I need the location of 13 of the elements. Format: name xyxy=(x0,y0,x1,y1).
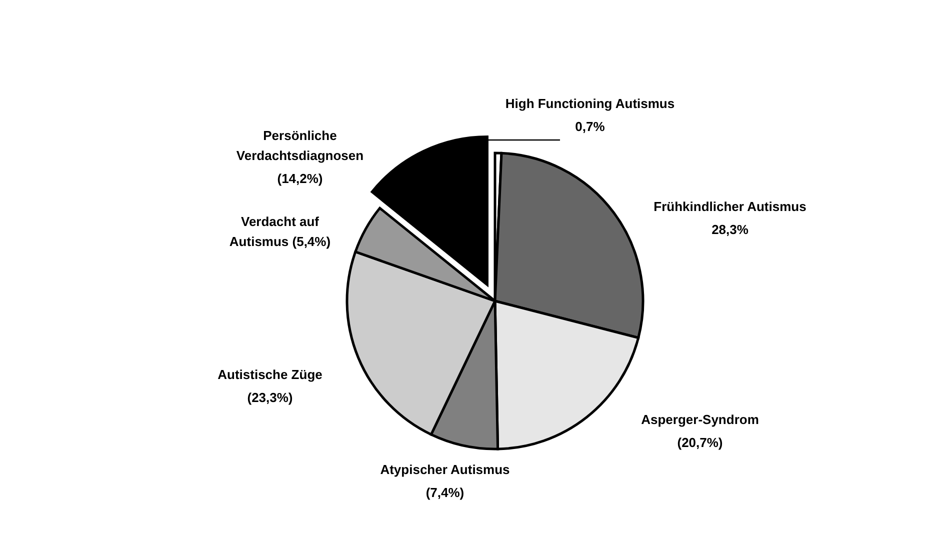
slice-label: Verdacht auf Autismus (5,4%) xyxy=(229,214,331,249)
data-label: (14,2%) xyxy=(277,171,323,186)
data-label: 0,7% xyxy=(575,119,606,134)
slice-label: Persönliche Verdachtsdiagnosen xyxy=(236,128,364,163)
slice-label: Autistische Züge xyxy=(218,367,322,382)
data-label: 28,3% xyxy=(712,222,749,237)
slice-label: Frühkindlicher Autismus xyxy=(654,199,806,214)
slice-label: Atypischer Autismus xyxy=(380,462,510,477)
data-label: (23,3%) xyxy=(247,390,293,405)
data-label: (20,7%) xyxy=(677,435,723,450)
data-label: (7,4%) xyxy=(426,485,464,500)
slice-label: Asperger-Syndrom xyxy=(641,412,759,427)
slice-label: High Functioning Autismus xyxy=(505,96,675,111)
